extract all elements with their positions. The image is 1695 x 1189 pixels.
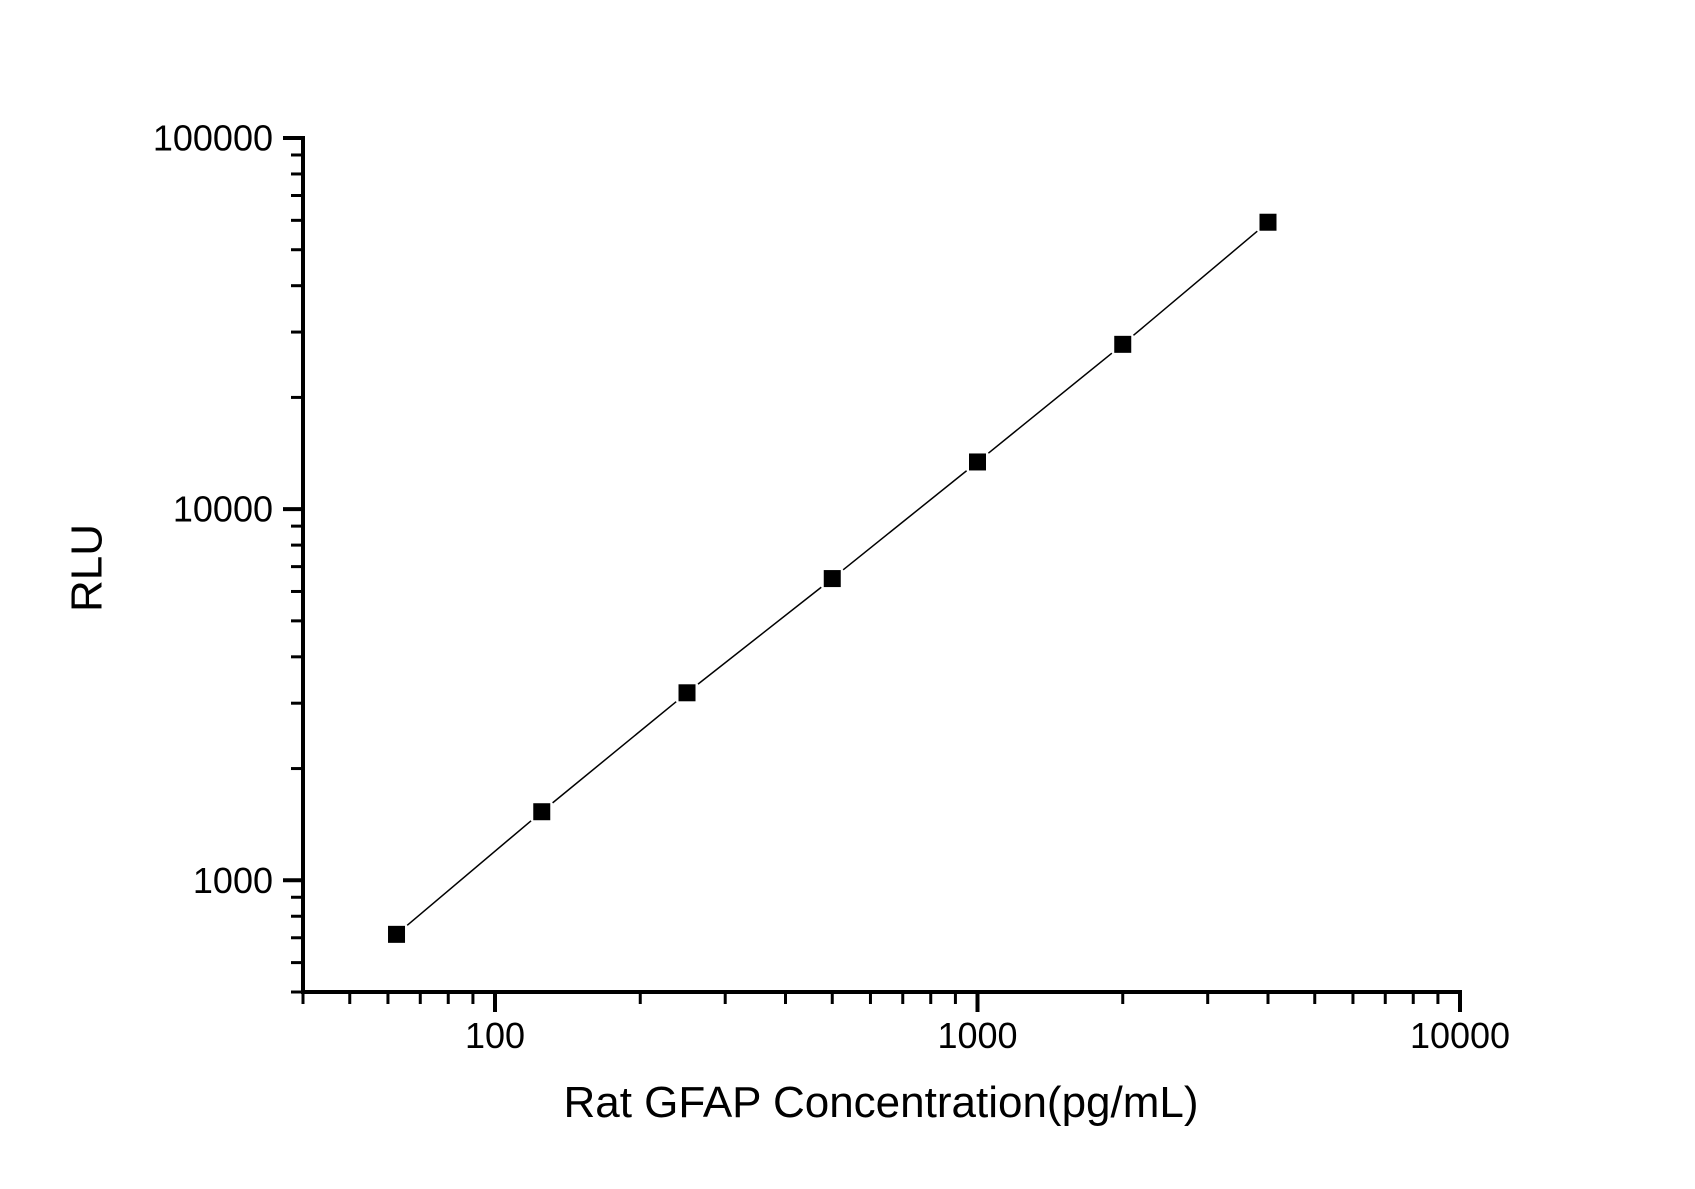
data-point-marker — [678, 684, 696, 702]
y-axis-tick-label: 10000 — [173, 489, 273, 530]
x-axis-tick-label: 10000 — [1410, 1015, 1510, 1056]
axis-ticks — [283, 136, 1462, 1012]
data-point-marker — [969, 453, 987, 471]
series-line-segment — [406, 820, 532, 926]
x-axis-title: Rat GFAP Concentration(pg/mL) — [563, 1078, 1198, 1127]
y-axis-tick-label: 100000 — [153, 118, 273, 159]
y-axis-tick-label: 1000 — [193, 860, 273, 901]
series-line-segment — [987, 352, 1113, 454]
data-point-marker — [533, 803, 551, 821]
data-point-marker — [823, 570, 841, 588]
series-line-segment — [552, 701, 677, 804]
data-series — [388, 213, 1277, 943]
series-line-segment — [697, 586, 822, 685]
series-line-segment — [1132, 230, 1258, 336]
data-point-marker — [1114, 335, 1132, 353]
data-point-marker — [1259, 213, 1277, 231]
axes — [301, 136, 1462, 994]
axis-tick-labels: 100 1000 10000 1000 10000 100000 — [153, 118, 1510, 1057]
series-line-segment — [842, 470, 968, 571]
x-axis-tick-label: 100 — [465, 1015, 525, 1056]
data-point-marker — [388, 925, 406, 943]
y-axis-title: RLU — [63, 524, 112, 612]
x-axis-tick-label: 1000 — [937, 1015, 1017, 1056]
